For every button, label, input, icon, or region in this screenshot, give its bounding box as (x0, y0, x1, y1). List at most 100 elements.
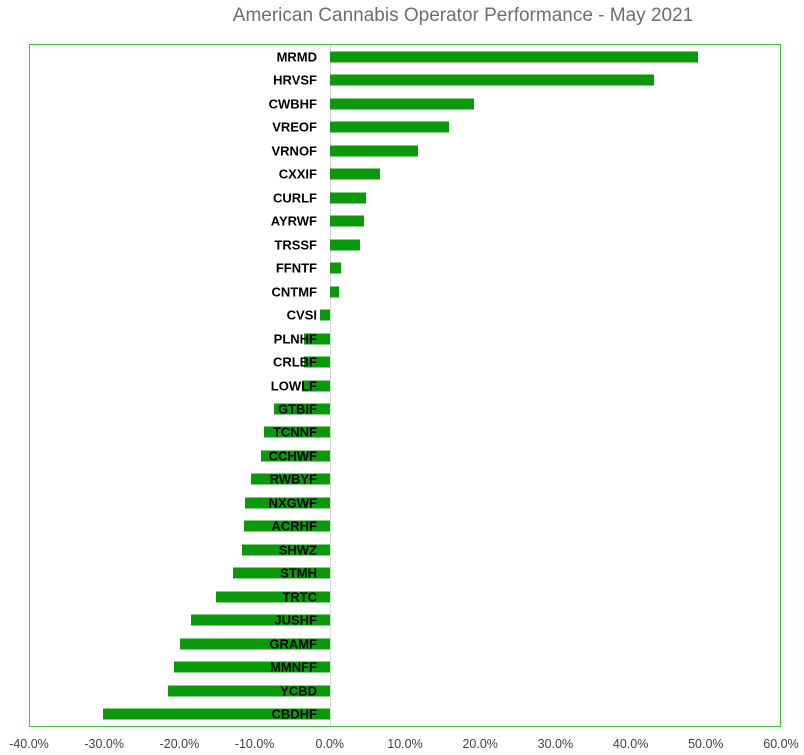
bar-row: AYRWF (30, 209, 780, 232)
bar-row: MRMD (30, 45, 780, 68)
x-axis-tick-label: 40.0% (612, 737, 649, 751)
performance-bar (102, 708, 330, 720)
performance-bar (243, 520, 330, 532)
ticker-label: CRLBF (272, 354, 317, 370)
x-axis-tick-label: -30.0% (84, 737, 124, 751)
performance-bar (273, 403, 330, 415)
performance-bar (330, 262, 342, 274)
bar-row: ACRHF (30, 515, 780, 538)
x-axis-tick-label: 60.0% (763, 737, 799, 751)
ticker-label: PLNHF (273, 331, 317, 347)
ticker-label: LOWLF (270, 378, 317, 394)
performance-bar (191, 614, 330, 626)
ticker-label: CURLF (272, 190, 317, 206)
ticker-label: CBDHF (271, 706, 318, 722)
x-axis-tick-label: -40.0% (9, 737, 49, 751)
bar-row: CNTMF (30, 280, 780, 303)
bar-row: VREOF (30, 115, 780, 138)
ticker-label: VRNOF (271, 143, 318, 159)
bar-row: CCHWF (30, 444, 780, 467)
performance-bar (264, 426, 330, 438)
performance-bar (242, 544, 330, 556)
bar-row: CRLBF (30, 350, 780, 373)
x-axis-tick-label: 20.0% (462, 737, 498, 751)
bar-row: CWBHF (30, 92, 780, 115)
ticker-label: MMNFF (270, 659, 317, 675)
performance-bar (304, 333, 330, 345)
bar-row: GTBIF (30, 397, 780, 420)
ticker-label: GRAMF (269, 636, 317, 652)
performance-bar (320, 309, 330, 321)
ticker-label: VREOF (272, 119, 317, 135)
x-axis-tick-label: -10.0% (234, 737, 275, 751)
performance-bar (330, 168, 381, 180)
bar-row: CXXIF (30, 162, 780, 185)
performance-bar (245, 497, 330, 509)
performance-bar (251, 473, 330, 485)
bar-row: YCBD (30, 679, 780, 702)
ticker-label: MRMD (276, 49, 317, 65)
performance-bar (302, 380, 330, 392)
performance-bar (261, 450, 330, 462)
bar-row: VRNOF (30, 139, 780, 162)
performance-bar (174, 661, 330, 673)
zero-axis-line (330, 45, 331, 726)
performance-bar (216, 591, 330, 603)
ticker-label: TRTC (282, 589, 317, 605)
ticker-label: HRVSF (273, 72, 317, 88)
ticker-label: NXGWF (268, 495, 317, 511)
bar-row: CBDHF (30, 703, 780, 726)
performance-bar (180, 638, 330, 650)
ticker-label: YCBD (280, 683, 317, 699)
performance-bar (330, 74, 654, 86)
ticker-label: FFNTF (275, 260, 317, 276)
performance-bar (330, 145, 418, 157)
ticker-label: GTBIF (278, 401, 317, 417)
bar-row: STMH (30, 562, 780, 585)
performance-bar (330, 98, 474, 110)
performance-bar (168, 685, 330, 697)
x-axis-tick-label: 10.0% (387, 737, 423, 751)
bar-row: HRVSF (30, 68, 780, 91)
performance-bar (303, 356, 330, 368)
x-axis-ticks: -40.0% -30.0% -20.0% -10.0% 0.0% 10.0% 20.0% 30… (9, 737, 799, 753)
bar-row: LOWLF (30, 374, 780, 397)
x-axis-tick-label: 0.0% (315, 737, 345, 751)
performance-bar (330, 239, 360, 251)
ticker-label: JUSHF (274, 612, 317, 628)
bar-row: GRAMF (30, 632, 780, 655)
bar-row: NXGWF (30, 491, 780, 514)
bar-row: TCNNF (30, 421, 780, 444)
performance-bar (330, 192, 366, 204)
performance-bar (233, 567, 330, 579)
bar-row: CVSI (30, 303, 780, 326)
ticker-label: STMH (280, 565, 317, 581)
ticker-label: CXXIF (278, 166, 317, 182)
ticker-label: ACRHF (271, 518, 318, 534)
ticker-label: RWBYF (269, 471, 317, 487)
ticker-label: CNTMF (271, 284, 318, 300)
ticker-label: TCNNF (272, 424, 317, 440)
x-axis-tick-label: -20.0% (159, 737, 200, 751)
plot-area: MRMD HRVSF CWBHF VREOF VRNOF CXXIF CURLF AYRWF T… (29, 44, 781, 727)
bar-row: JUSHF (30, 609, 780, 632)
bar-row: TRSSF (30, 233, 780, 256)
ticker-label: CCHWF (268, 448, 317, 464)
x-axis-tick-label: 50.0% (688, 737, 724, 751)
ticker-label: CWBHF (268, 96, 317, 112)
ticker-label: SHWZ (278, 542, 317, 558)
performance-bar (330, 51, 698, 63)
ticker-label: AYRWF (270, 213, 317, 229)
bar-row: PLNHF (30, 327, 780, 350)
chart-title: American Cannabis Operator Performance -… (232, 5, 694, 26)
bar-row: TRTC (30, 585, 780, 608)
bar-row: CURLF (30, 186, 780, 209)
bar-row: RWBYF (30, 468, 780, 491)
x-axis-tick-label: 30.0% (537, 737, 574, 751)
performance-bar (330, 215, 364, 227)
ticker-label: CVSI (286, 307, 317, 323)
bar-row: MMNFF (30, 656, 780, 679)
bar-row: SHWZ (30, 538, 780, 561)
performance-bar (330, 121, 449, 133)
bar-row: FFNTF (30, 256, 780, 279)
